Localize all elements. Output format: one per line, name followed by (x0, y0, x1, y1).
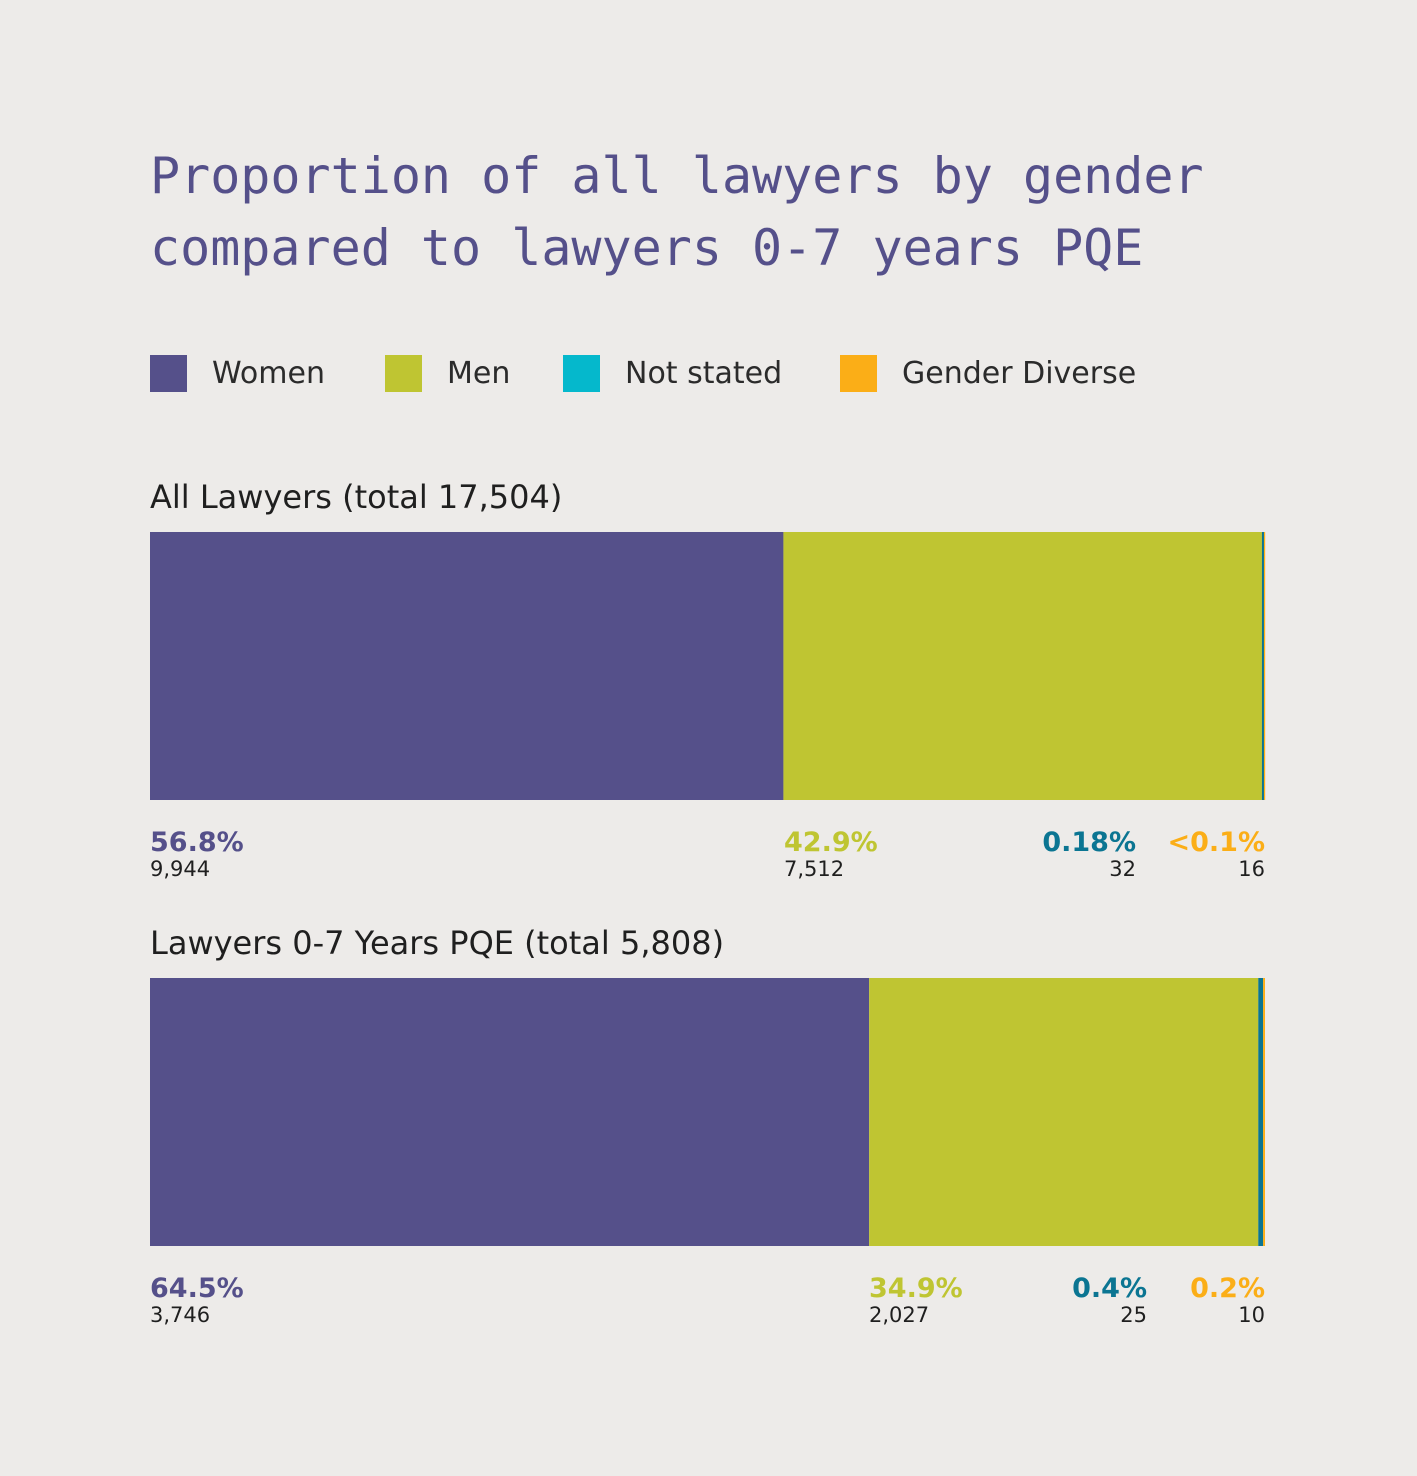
pct-label-1-gender-diverse: <0.1% (1167, 827, 1265, 858)
chart-title: Proportion of all lawyers by gender comp… (150, 140, 1300, 284)
bar-2-men (869, 978, 1259, 1246)
legend-label-gender-diverse: Gender Diverse (902, 356, 1137, 391)
legend-label-not-stated: Not stated (625, 356, 783, 391)
bar-1-women (150, 532, 784, 800)
pct-label-1-not-stated: 0.18% (1042, 827, 1136, 858)
pct-label-2-gender-diverse: 0.2% (1190, 1273, 1265, 1304)
bar-2-not-stated (1258, 978, 1264, 1246)
legend-swatch-gender-diverse (840, 355, 877, 392)
bar-1-gender-diverse (1263, 532, 1266, 800)
count-label-1-men: 7,512 (784, 857, 844, 881)
bar-1-not-stated (1261, 532, 1264, 800)
pct-label-1-women: 56.8% (150, 827, 244, 858)
count-label-1-not-stated: 32 (1109, 857, 1136, 881)
count-label-1-women: 9,944 (150, 857, 210, 881)
count-label-1-gender-diverse: 16 (1238, 857, 1265, 881)
legend-label-men: Men (447, 356, 511, 391)
legend: Women Men Not stated Gender Diverse (150, 355, 1300, 393)
legend-swatch-not-stated (563, 355, 600, 392)
count-label-2-gender-diverse: 10 (1238, 1303, 1265, 1327)
bar-2-women (150, 978, 870, 1246)
legend-label-women: Women (212, 356, 325, 391)
count-label-2-men: 2,027 (869, 1303, 929, 1327)
pct-label-2-not-stated: 0.4% (1072, 1273, 1147, 1304)
count-label-2-women: 3,746 (150, 1303, 210, 1327)
chart-title-line-2: compared to lawyers 0-7 years PQE (150, 219, 1144, 277)
legend-swatch-men (385, 355, 422, 392)
bar-2-gender-diverse (1263, 978, 1265, 1246)
chart-title-line-1: Proportion of all lawyers by gender (150, 147, 1204, 205)
pct-label-2-women: 64.5% (150, 1273, 244, 1304)
panel-1-title: All Lawyers (total 17,504) (150, 478, 562, 516)
pct-label-1-men: 42.9% (784, 827, 878, 858)
count-label-2-not-stated: 25 (1120, 1303, 1147, 1327)
pct-label-2-men: 34.9% (869, 1273, 963, 1304)
panel-2-title: Lawyers 0-7 Years PQE (total 5,808) (150, 924, 724, 962)
bar-1-men (783, 532, 1262, 800)
legend-swatch-women (150, 355, 187, 392)
